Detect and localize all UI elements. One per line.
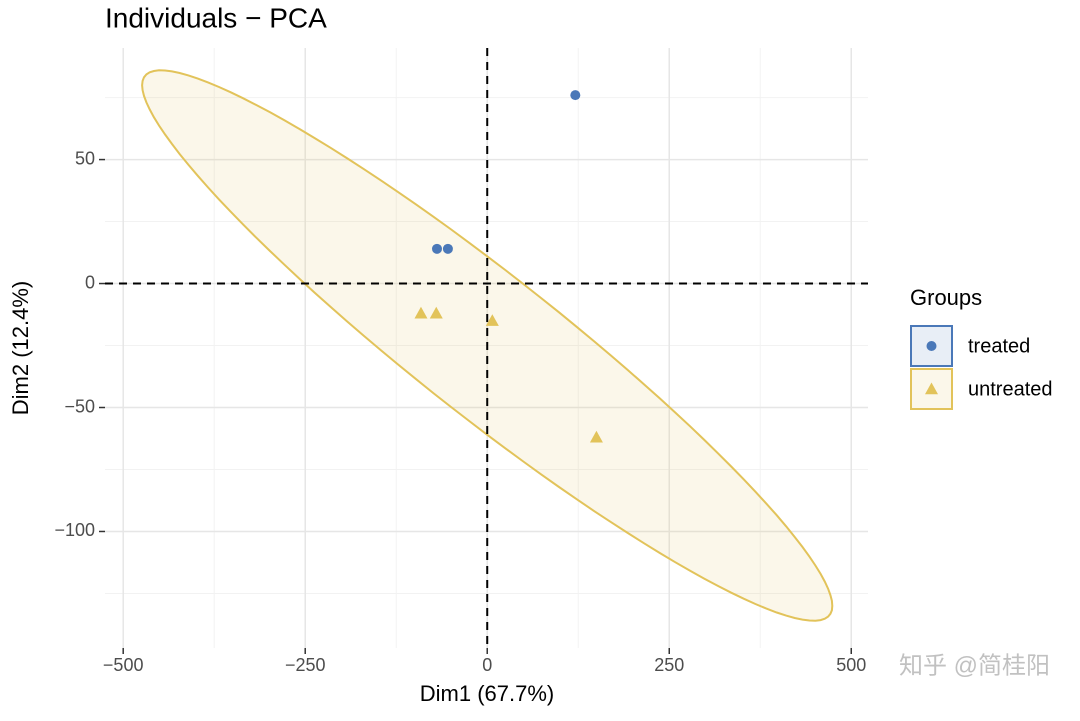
x-tick-label: 250 [654, 655, 684, 675]
y-tick-label: −100 [54, 520, 95, 540]
point [414, 306, 428, 319]
point [570, 90, 581, 101]
point [431, 243, 442, 254]
point [485, 314, 499, 326]
point [589, 430, 603, 443]
chart-title: Individuals − PCA [105, 2, 327, 33]
y-axis-label: Dim2 (12.4%) [8, 281, 33, 415]
x-tick-label: −250 [285, 655, 326, 675]
y-tick-label: −50 [64, 396, 95, 416]
watermark: 知乎 @简桂阳 [899, 652, 1050, 679]
legend-marker [926, 341, 937, 351]
legend-marker [925, 382, 938, 395]
y-tick-label: 0 [85, 272, 95, 292]
legend-label: untreated [968, 378, 1053, 400]
y-tick-label: 50 [75, 148, 95, 168]
x-tick-label: −500 [103, 655, 144, 675]
point [429, 306, 443, 319]
x-tick-label: 500 [836, 655, 866, 675]
x-tick-label: 0 [482, 655, 492, 675]
legend-title: Groups [910, 285, 982, 310]
legend-label: treated [968, 335, 1030, 357]
point [442, 243, 453, 254]
x-axis-label: Dim1 (67.7%) [420, 681, 554, 706]
